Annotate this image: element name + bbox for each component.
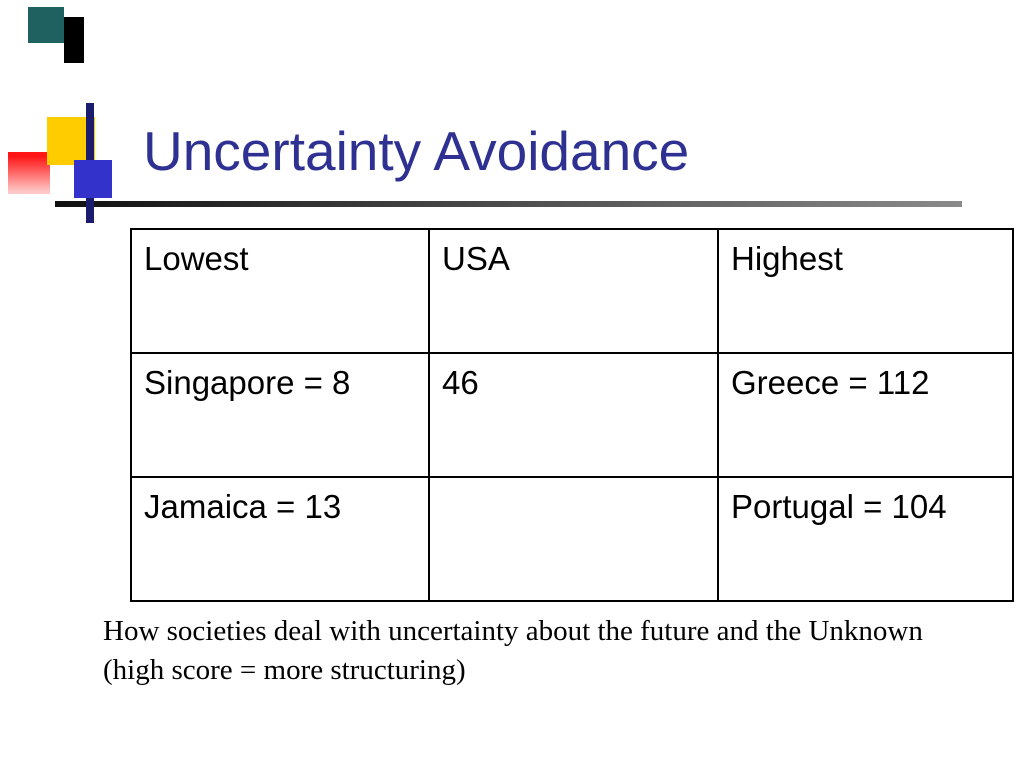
cell-greece: Greece = 112 <box>717 352 1014 478</box>
uncertainty-avoidance-table: Lowest USA Highest Singapore = 8 46 Gree… <box>130 228 1014 602</box>
cell-jamaica: Jamaica = 13 <box>130 476 430 602</box>
header-cell-lowest: Lowest <box>130 228 430 354</box>
black-bar-ornament <box>64 17 84 63</box>
header-cell-highest: Highest <box>717 228 1014 354</box>
table-row: Jamaica = 13 Portugal = 104 <box>130 476 1014 602</box>
red-square-ornament <box>8 152 50 194</box>
cell-portugal: Portugal = 104 <box>717 476 1014 602</box>
header-cell-usa: USA <box>428 228 719 354</box>
cell-empty <box>428 476 719 602</box>
cell-usa-score: 46 <box>428 352 719 478</box>
table-header-row: Lowest USA Highest <box>130 228 1014 354</box>
table-row: Singapore = 8 46 Greece = 112 <box>130 352 1014 478</box>
title-underline-rule <box>55 201 962 207</box>
page-title: Uncertainty Avoidance <box>143 120 690 182</box>
teal-square-ornament <box>28 7 64 43</box>
caption-text: How societies deal with uncertainty abou… <box>103 615 923 687</box>
cell-singapore: Singapore = 8 <box>130 352 430 478</box>
blue-square-ornament <box>74 160 112 198</box>
